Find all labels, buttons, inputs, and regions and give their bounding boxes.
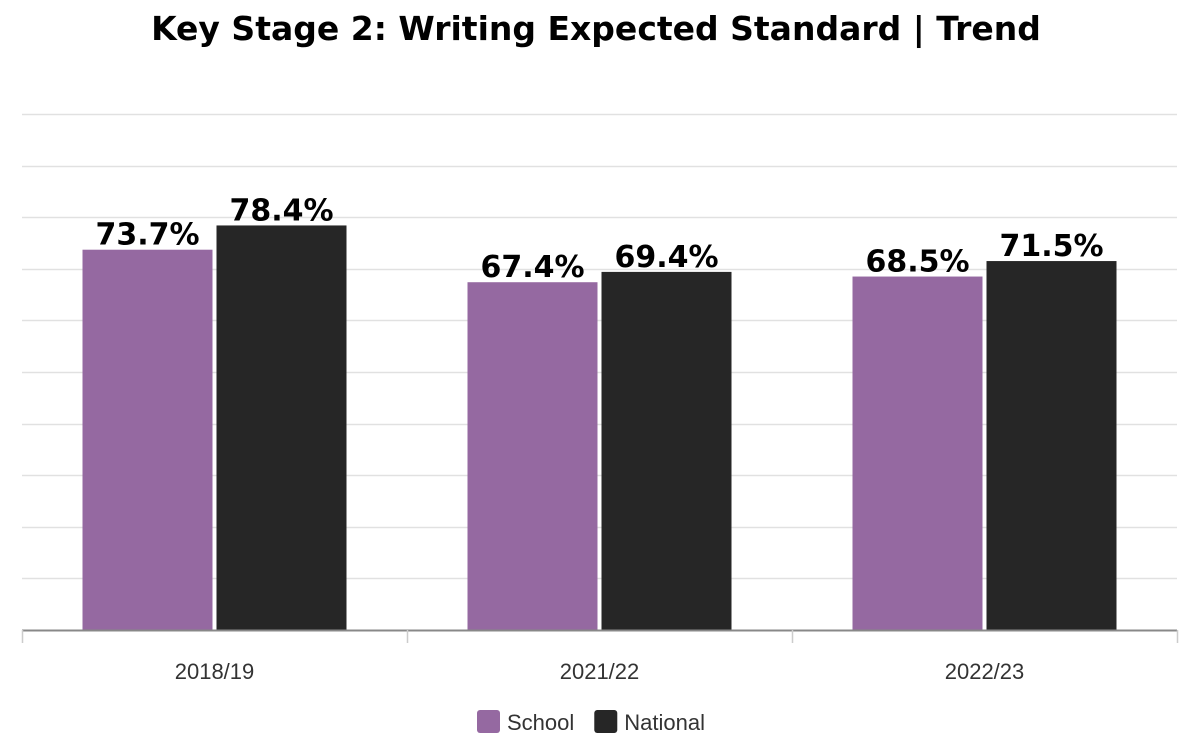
x-tick-label: 2018/19 xyxy=(175,659,255,684)
bars xyxy=(82,225,1117,630)
x-tick-label: 2022/23 xyxy=(945,659,1025,684)
x-axis: 2018/19 2021/22 2022/23 xyxy=(21,629,1179,684)
data-labels: 73.7% 78.4% 67.4% 69.4% 68.5% 71.5% xyxy=(95,193,1103,285)
bar-national-0 xyxy=(216,225,347,630)
bar-national-1 xyxy=(601,271,732,630)
legend-swatch-school[interactable] xyxy=(477,710,500,733)
data-label-school-1: 67.4% xyxy=(480,250,584,285)
data-label-school-0: 73.7% xyxy=(95,218,199,253)
bar-school-0 xyxy=(82,249,213,630)
chart-title: Key Stage 2: Writing Expected Standard |… xyxy=(151,9,1041,48)
bar-school-1 xyxy=(467,282,598,630)
legend: School National xyxy=(477,710,705,735)
x-tick-label: 2021/22 xyxy=(560,659,640,684)
bar-school-2 xyxy=(852,276,983,630)
grid-lines xyxy=(22,113,1177,580)
data-label-national-0: 78.4% xyxy=(229,193,333,228)
data-label-school-2: 68.5% xyxy=(865,245,969,280)
legend-label-national[interactable]: National xyxy=(624,710,705,735)
legend-label-school[interactable]: School xyxy=(507,710,574,735)
bar-national-2 xyxy=(986,261,1117,630)
data-label-national-2: 71.5% xyxy=(999,229,1103,264)
data-label-national-1: 69.4% xyxy=(614,240,718,275)
legend-swatch-national[interactable] xyxy=(594,710,618,733)
